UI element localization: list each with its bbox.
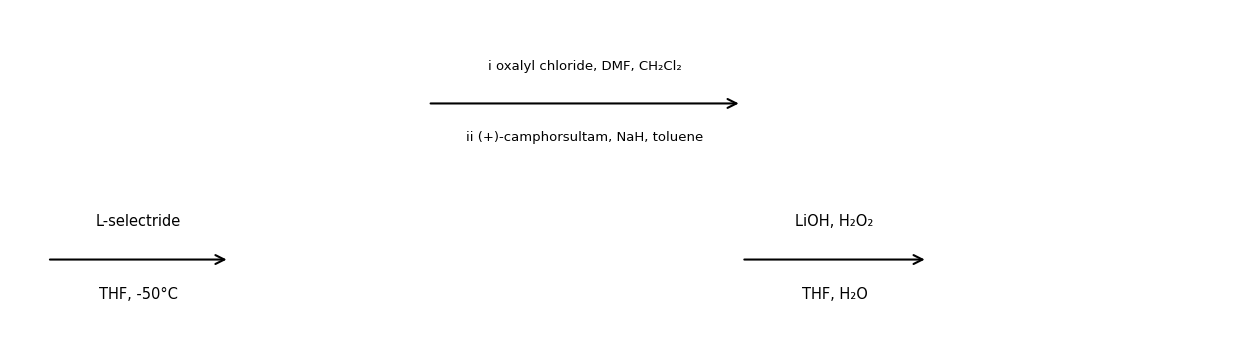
Text: LiOH, H₂O₂: LiOH, H₂O₂: [795, 214, 874, 229]
Text: i oxalyl chloride, DMF, CH₂Cl₂: i oxalyl chloride, DMF, CH₂Cl₂: [487, 60, 682, 73]
Text: THF, -50°C: THF, -50°C: [99, 287, 177, 302]
Text: L-selectride: L-selectride: [95, 214, 181, 229]
Text: THF, H₂O: THF, H₂O: [801, 287, 868, 302]
Text: ii (+)-camphorsultam, NaH, toluene: ii (+)-camphorsultam, NaH, toluene: [466, 131, 703, 144]
